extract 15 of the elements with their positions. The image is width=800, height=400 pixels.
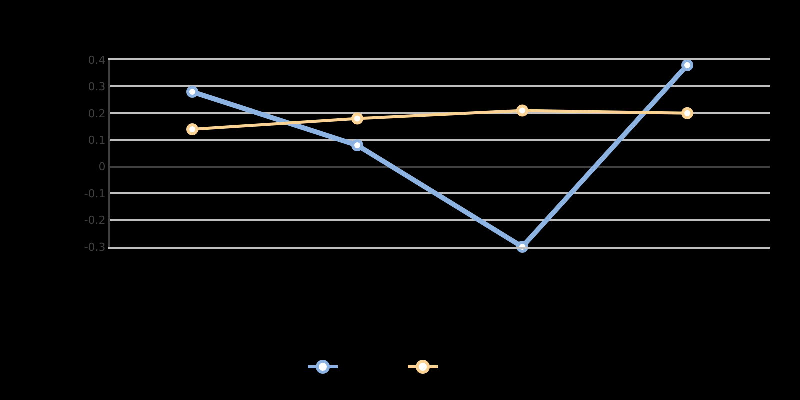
y-tick-label: 0.4 [88, 54, 106, 67]
point [682, 107, 694, 120]
y-tick-label: -0.3 [84, 240, 106, 254]
point [516, 104, 528, 117]
y-tick-label: -0.1 [84, 187, 106, 200]
point [186, 123, 198, 136]
y-tick-label: 0.3 [88, 80, 106, 94]
y-tick-label: 0 [98, 160, 106, 174]
y-tick-label: 0.2 [88, 107, 106, 120]
y-tick-label: 0.1 [88, 134, 106, 147]
point [352, 139, 364, 152]
point [186, 86, 198, 98]
point [352, 112, 364, 125]
y-tick-label: -0.2 [84, 214, 106, 228]
point [682, 59, 694, 72]
